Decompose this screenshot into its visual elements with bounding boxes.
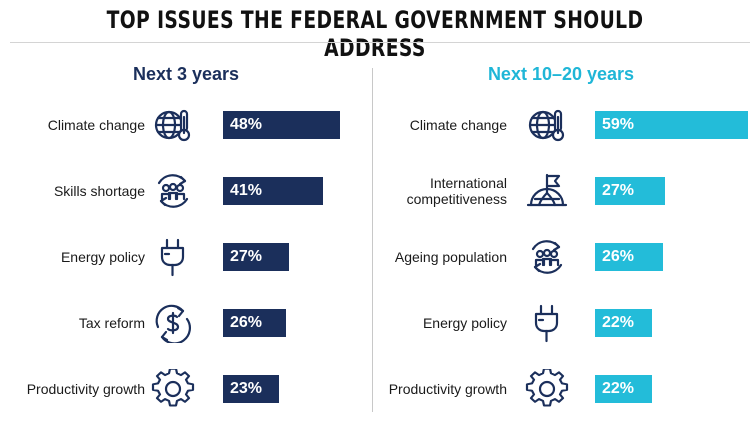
panel-title-next-3-years: Next 3 years (132, 64, 240, 84)
next-3-years-bar-value-label: 41% (230, 182, 263, 199)
people-cycle-icon (525, 237, 569, 277)
plug-icon (525, 303, 569, 343)
globe-thermometer-icon (525, 105, 569, 145)
next-3-years-category-label: Climate change (47, 117, 145, 133)
next-3-years-bar: 48% (223, 111, 340, 139)
next-3-years-category-label: Productivity growth (26, 381, 145, 397)
next-10-20-years-bar-value-label: 22% (602, 314, 635, 331)
next-10-20-years-category-label: Energy policy (422, 315, 507, 331)
next-3-years-bar-value-label: 48% (230, 116, 263, 133)
next-3-years-category-label: Energy policy (60, 249, 145, 265)
next-3-years-bar: 41% (223, 177, 323, 205)
next-10-20-years-bar: 59% (595, 111, 748, 139)
gear-icon (151, 369, 195, 409)
next-10-20-years-category-label: International competitiveness (406, 175, 507, 207)
next-10-20-years-bar-value-label: 59% (602, 116, 635, 133)
next-10-20-years-bar: 27% (595, 177, 665, 205)
people-cycle-icon (151, 171, 195, 211)
plug-icon (151, 237, 195, 277)
dollar-cycle-icon (151, 303, 195, 343)
next-10-20-years-category-label: Ageing population (394, 249, 507, 265)
next-10-20-years-category-label: Climate change (409, 117, 507, 133)
next-10-20-years-bar-value-label: 26% (602, 248, 635, 265)
next-3-years-category-label: Skills shortage (53, 183, 145, 199)
gear-icon (525, 369, 569, 409)
next-10-20-years-bar-value-label: 22% (602, 380, 635, 397)
next-3-years-bar: 23% (223, 375, 279, 403)
next-10-20-years-bar: 22% (595, 375, 652, 403)
flag-globe-icon (525, 171, 569, 211)
next-10-20-years-bar-value-label: 27% (602, 182, 635, 199)
next-10-20-years-bar: 22% (595, 309, 652, 337)
panel-title-next-10-20-years: Next 10–20 years (487, 64, 635, 84)
next-3-years-bar-value-label: 23% (230, 380, 263, 397)
next-3-years-bar-value-label: 27% (230, 248, 263, 265)
next-3-years-bar-value-label: 26% (230, 314, 263, 331)
next-3-years-category-label: Tax reform (78, 315, 145, 331)
next-10-20-years-category-label: Productivity growth (388, 381, 507, 397)
chart-title: TOP ISSUES THE FEDERAL GOVERNMENT SHOULD… (106, 6, 644, 62)
next-10-20-years-bar: 26% (595, 243, 663, 271)
next-3-years-bar: 26% (223, 309, 286, 337)
next-3-years-bar: 27% (223, 243, 289, 271)
column-divider (372, 68, 373, 412)
title-rule (10, 42, 750, 43)
globe-thermometer-icon (151, 105, 195, 145)
